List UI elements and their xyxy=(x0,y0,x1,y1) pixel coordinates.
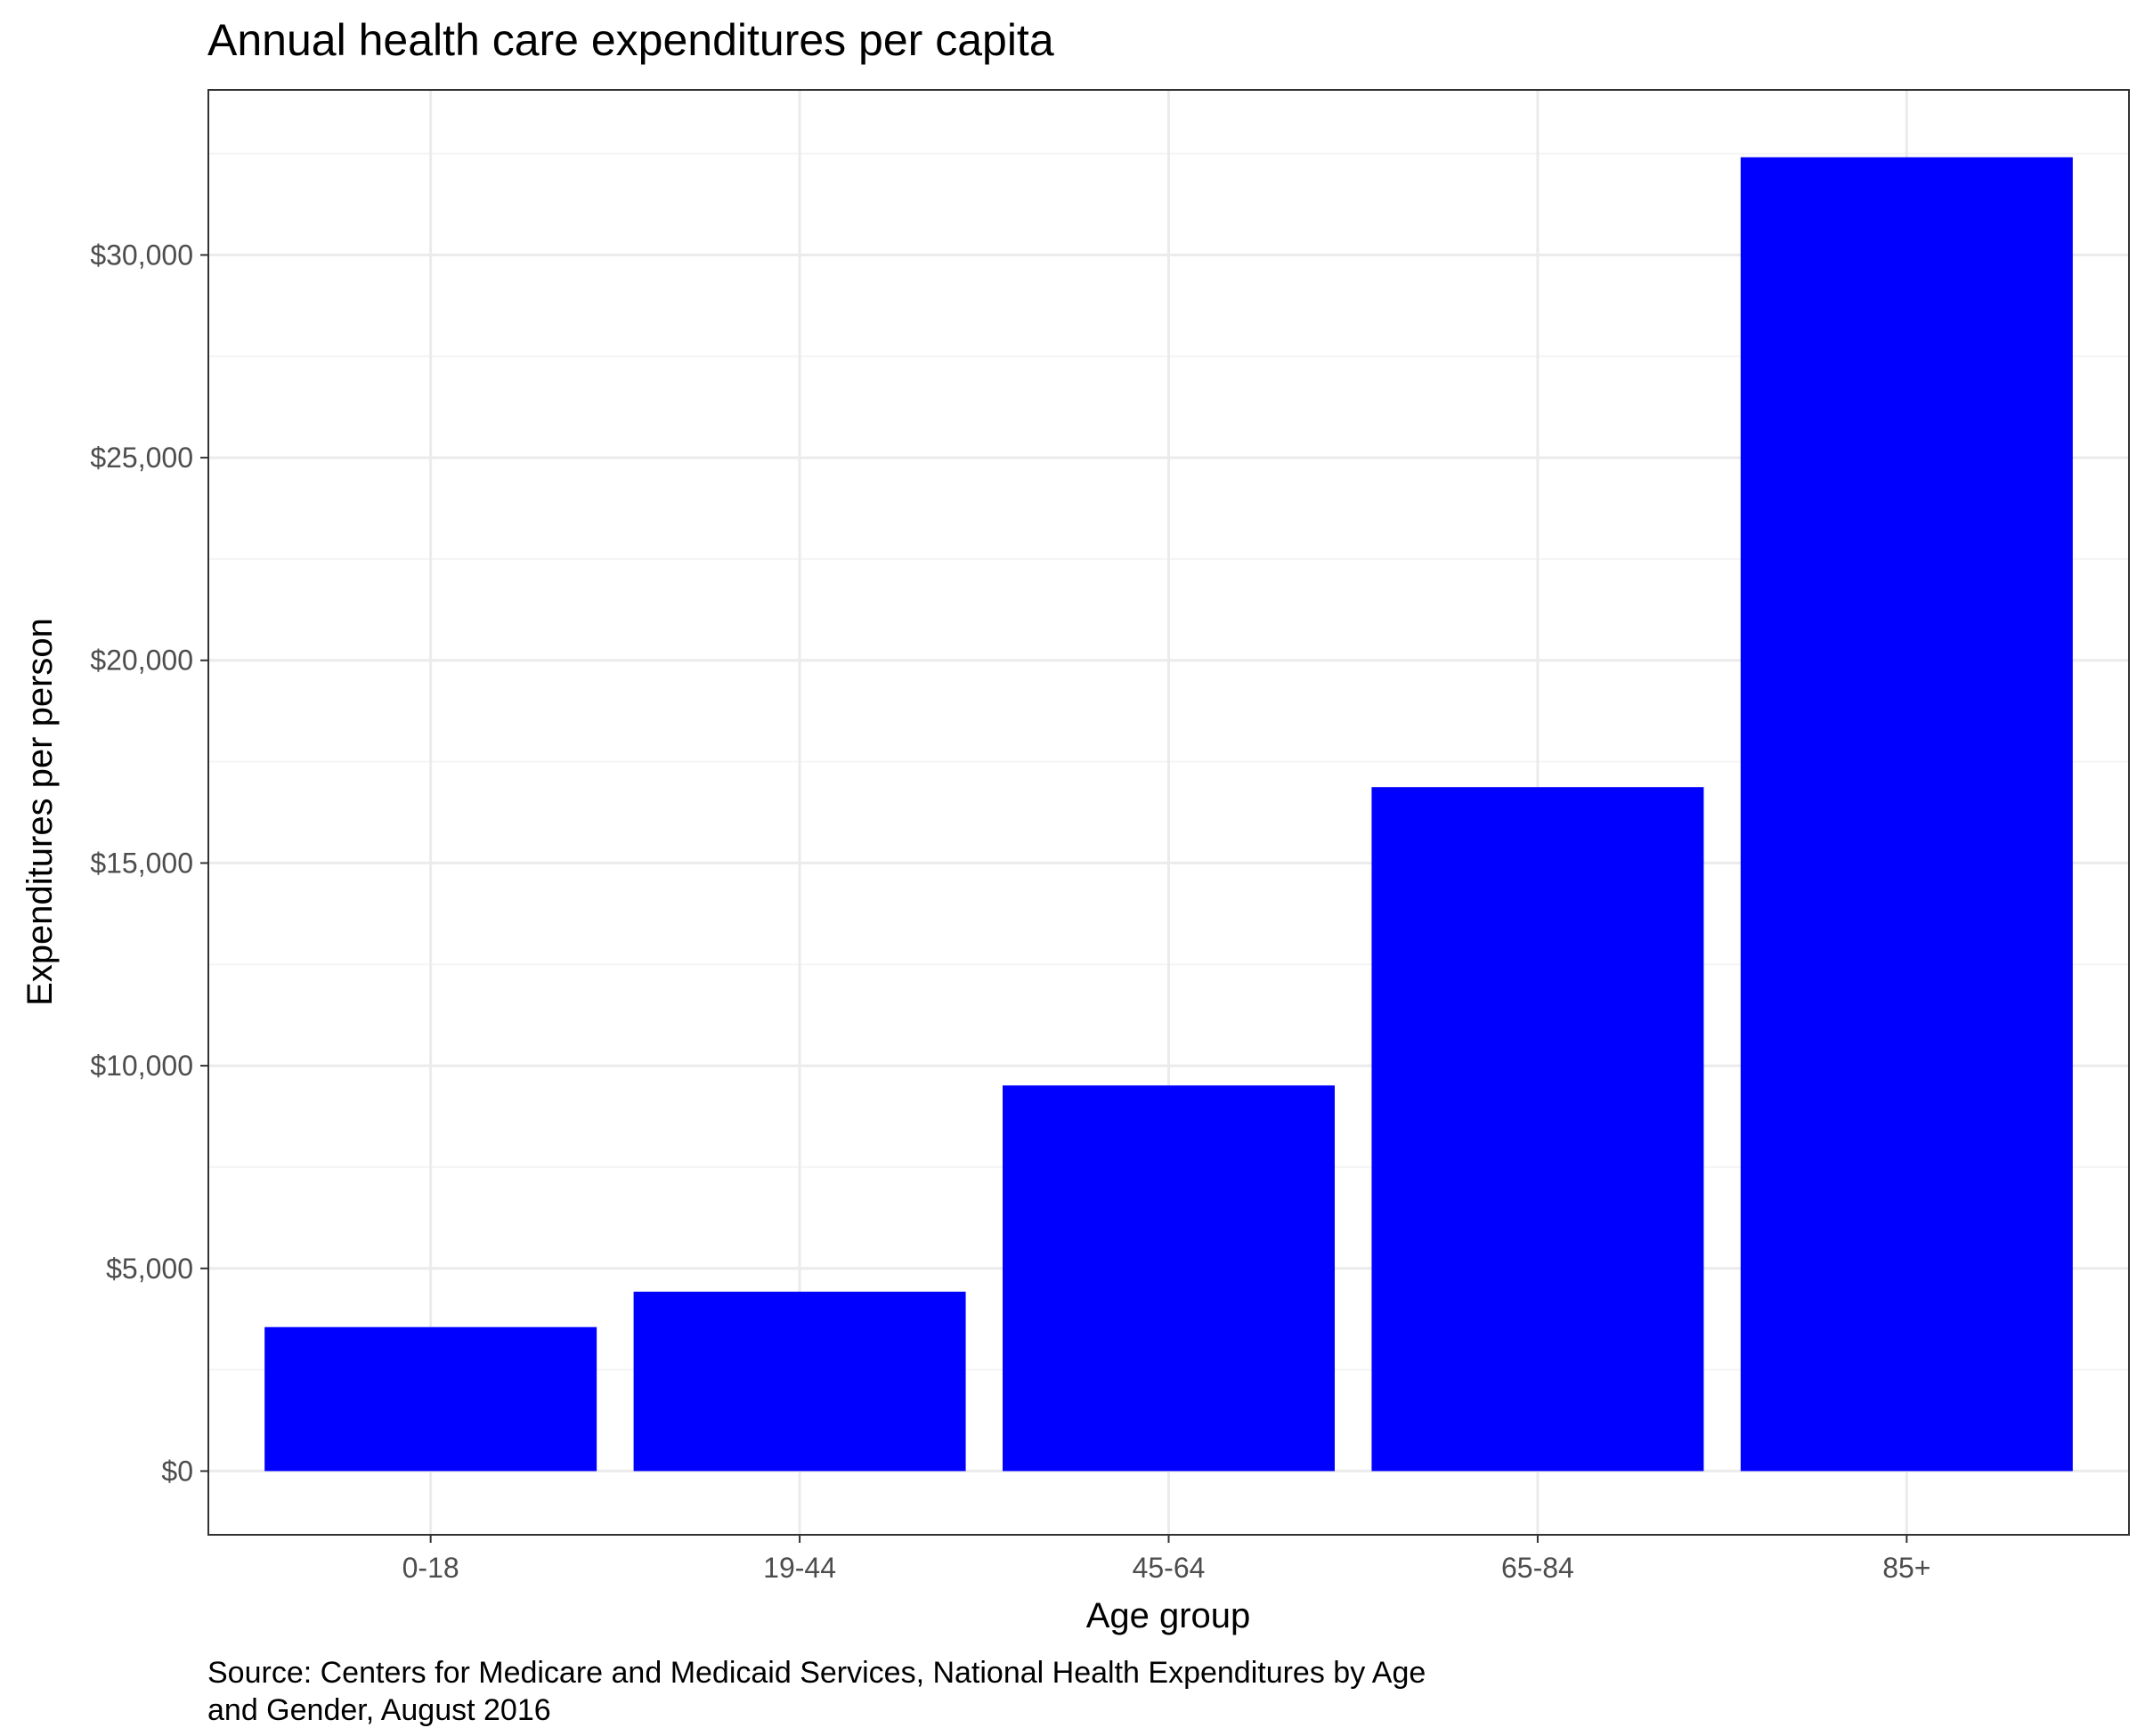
bar-0-18 xyxy=(264,1326,597,1472)
bar-19-44 xyxy=(633,1291,966,1472)
x-axis-title: Age group xyxy=(1086,1596,1251,1635)
y-tick-label: $15,000 xyxy=(90,847,193,879)
x-tick-label: 85+ xyxy=(1882,1552,1930,1584)
y-tick-label: $5,000 xyxy=(106,1253,193,1285)
x-tick-label: 45-64 xyxy=(1133,1552,1206,1584)
y-axis-title: Expenditures per person xyxy=(20,618,60,1006)
x-tick-label: 0-18 xyxy=(402,1552,459,1584)
y-axis: $0 $5,000 $10,000 $15,000 $20,000 $25,000 $30,… xyxy=(90,239,209,1487)
chart-title: Annual health care expenditures per capi… xyxy=(207,15,1054,65)
x-tick-label: 19-44 xyxy=(763,1552,836,1584)
source-caption-line-2: and Gender, August 2016 xyxy=(207,1693,551,1727)
y-tick-label: $20,000 xyxy=(90,645,193,677)
y-tick-label: $0 xyxy=(161,1455,193,1487)
y-tick-label: $10,000 xyxy=(90,1050,193,1082)
y-tick-label: $25,000 xyxy=(90,442,193,474)
bar-85+ xyxy=(1740,157,2073,1472)
x-tick-label: 65-84 xyxy=(1501,1552,1574,1584)
x-axis: 0-18 19-44 45-64 65-84 85+ xyxy=(402,1534,1930,1584)
bars xyxy=(264,157,2073,1472)
source-caption-line-1: Source: Centers for Medicare and Medicai… xyxy=(207,1656,1426,1690)
bar-45-64 xyxy=(1003,1085,1335,1472)
bar-65-84 xyxy=(1371,787,1704,1472)
y-tick-label: $30,000 xyxy=(90,239,193,271)
